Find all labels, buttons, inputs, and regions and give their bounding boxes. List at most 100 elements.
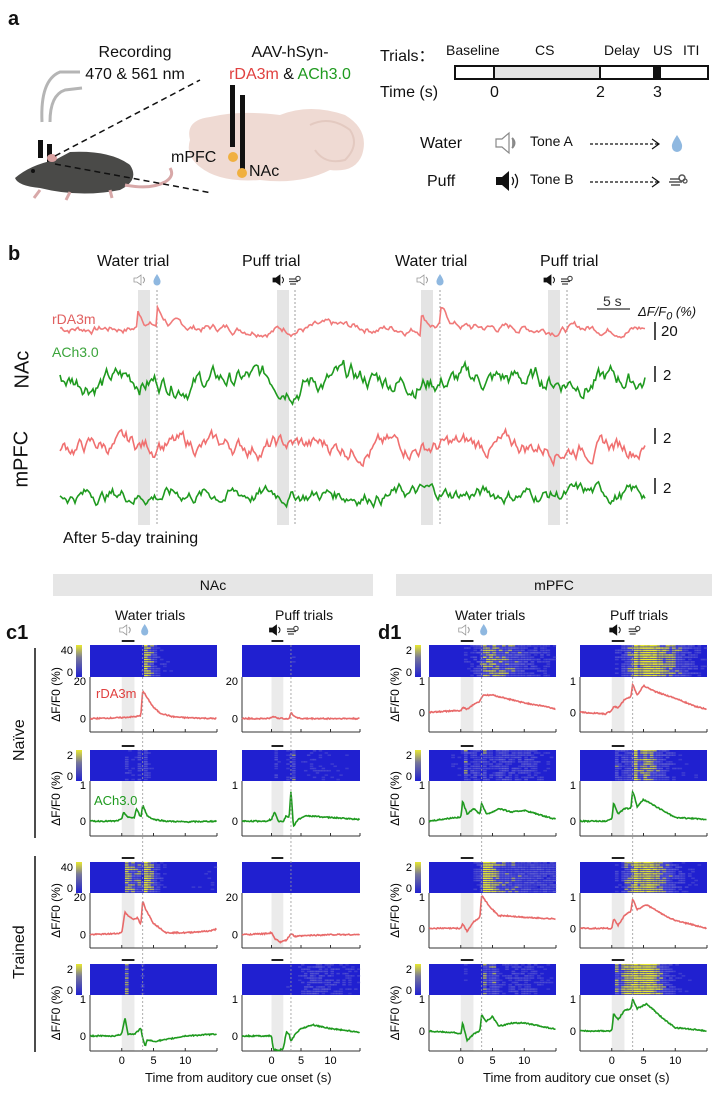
heatmap-cell: [640, 977, 644, 979]
heatmap-cell: [633, 756, 638, 759]
heatmap-cell: [498, 752, 503, 754]
heatmap-cell: [134, 868, 139, 871]
heatmap-cell: [336, 769, 340, 772]
heatmap-cell: [697, 651, 702, 654]
heatmap-cell: [527, 754, 532, 756]
heatmap-cell: [482, 866, 487, 868]
heatmap-cell: [536, 658, 541, 661]
heatmap-cell: [473, 765, 478, 768]
heatmap-cell: [662, 890, 667, 893]
heatmap-cell: [662, 658, 667, 661]
heatmap-cell: [672, 767, 676, 770]
heatmap-cell: [668, 873, 673, 875]
heatmap-cell: [659, 663, 664, 665]
heatmap-cell: [621, 761, 625, 763]
heatmap-cell: [508, 979, 513, 982]
heatmap-cell: [678, 649, 683, 652]
heatmap-cell: [306, 992, 311, 995]
heatmap-cell: [675, 964, 679, 966]
heatmap-cell: [618, 656, 622, 659]
heatmap-cell: [342, 981, 346, 984]
heatmap-cell: [134, 888, 139, 891]
heatmap-cell: [197, 886, 202, 888]
heatmap-cell: [511, 667, 516, 670]
heatmap-cell: [521, 776, 525, 779]
heatmap-cell: [633, 647, 638, 649]
heatmap-cell: [624, 654, 629, 656]
heatmap-cell: [536, 983, 541, 986]
heatmap-cell: [210, 884, 215, 886]
heatmap-cell: [321, 975, 326, 977]
heatmap-cell: [486, 864, 490, 866]
heatmap-cell: [137, 754, 142, 756]
heatmap-cell: [656, 656, 660, 659]
tone-b-label: Tone B: [530, 171, 574, 187]
heatmap-cell: [627, 884, 632, 886]
heatmap-cell: [524, 752, 528, 754]
heatmap-cell: [624, 881, 629, 884]
heatmap-cell: [482, 752, 487, 754]
heatmap-cell: [627, 964, 632, 966]
heatmap-cell: [624, 674, 629, 677]
heatmap-cell: [150, 672, 154, 675]
heatmap-cell: [492, 890, 497, 893]
heatmap-cell: [298, 979, 302, 982]
heatmap-cell: [505, 656, 509, 659]
heatmap-cell: [633, 888, 638, 891]
heatmap-cell: [646, 884, 651, 886]
heatmap-cell: [498, 772, 503, 774]
heatmap-cell: [637, 667, 641, 670]
dashed-arrow-puff: [590, 176, 661, 188]
tone-a-label: Tone A: [530, 133, 573, 149]
speaker-outline-icon: [458, 624, 470, 636]
heatmap-cell: [521, 886, 525, 888]
heatmap-cell: [124, 765, 129, 768]
heatmap-cell: [653, 667, 657, 670]
heatmap-cell: [486, 968, 490, 970]
heatmap-cell: [124, 992, 129, 995]
heatmap-cell: [511, 862, 516, 864]
heatmap-cell: [546, 879, 551, 882]
air-puff-icon: [289, 275, 301, 285]
y-axis-label: ΔF/F0 (%): [388, 667, 402, 722]
heatmap-cell: [665, 981, 670, 984]
heatmap-cell: [694, 665, 698, 668]
heatmap-cell: [476, 879, 481, 882]
heatmap-cell: [646, 674, 651, 677]
speaker-filled-icon: [269, 624, 281, 636]
heatmap-cell: [624, 656, 629, 659]
heatmap-cell: [309, 990, 314, 993]
heatmap-cell: [318, 754, 323, 756]
heatmap-cell: [627, 992, 632, 995]
heatmap-cell: [511, 767, 516, 770]
heatmap-cell: [463, 752, 468, 754]
heatmap-cell: [527, 868, 532, 871]
heatmap-cell: [521, 670, 525, 672]
heatmap-cell: [498, 879, 503, 882]
heatmap-cell: [640, 983, 644, 986]
heatmap-cell: [524, 877, 528, 880]
heatmap-cell: [662, 988, 667, 990]
heatmap-cell: [533, 763, 538, 765]
heatmap-cell: [536, 981, 541, 984]
x-tick-label: 5: [150, 1055, 156, 1067]
heatmap-cell: [274, 767, 278, 770]
heatmap-cell: [624, 774, 629, 776]
heatmap-cell: [627, 670, 632, 672]
heatmap-cell: [156, 670, 161, 672]
heatmap-cell: [137, 758, 142, 761]
y-tick-label-zero: 0: [419, 923, 425, 935]
heatmap-cell: [476, 665, 481, 668]
heatmap-cell: [665, 875, 670, 877]
heatmap-cell: [492, 761, 497, 763]
heatmap-cell: [649, 988, 654, 990]
heatmap-cell: [495, 879, 500, 882]
heatmap-cell: [546, 979, 551, 982]
heatmap-cell: [147, 752, 151, 754]
heatmap-cell: [511, 672, 516, 675]
heatmap-cell: [646, 970, 651, 973]
heatmap-cell: [549, 884, 554, 886]
heatmap-cell: [463, 968, 468, 970]
heatmap-cell: [653, 651, 657, 654]
heatmap-cell: [530, 767, 535, 770]
